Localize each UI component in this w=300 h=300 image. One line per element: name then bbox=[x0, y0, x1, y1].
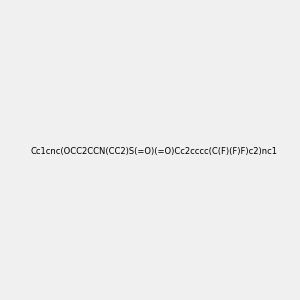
Text: Cc1cnc(OCC2CCN(CC2)S(=O)(=O)Cc2cccc(C(F)(F)F)c2)nc1: Cc1cnc(OCC2CCN(CC2)S(=O)(=O)Cc2cccc(C(F)… bbox=[30, 147, 277, 156]
